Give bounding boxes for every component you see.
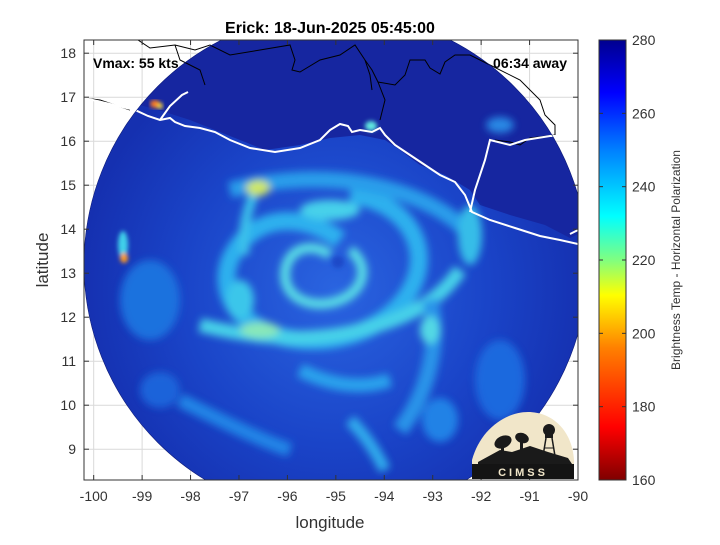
y-tick-label: 9 — [68, 441, 76, 457]
colorbar-tick-label: 220 — [632, 252, 656, 268]
colorbar-tick-label: 160 — [632, 472, 656, 488]
cimss-logo: CIMSS — [472, 412, 574, 479]
colorbar — [598, 39, 627, 481]
y-tick-label: 15 — [60, 177, 76, 193]
colorbar-tick-label: 200 — [632, 325, 656, 341]
colorbar-tick-label: 280 — [632, 32, 656, 48]
x-tick-label: -95 — [326, 488, 346, 504]
x-tick-label: -98 — [180, 488, 200, 504]
x-tick-label: -99 — [132, 488, 152, 504]
coastline — [84, 91, 578, 245]
y-tick-label: 16 — [60, 133, 76, 149]
vmax-label: Vmax: 55 kts — [93, 55, 179, 71]
colorbar-ticks: 160 180 200 220 240 260 280 — [599, 32, 656, 488]
y-tick-label: 11 — [61, 353, 76, 369]
y-tick-label: 18 — [60, 45, 76, 61]
y-tick-label: 12 — [60, 309, 76, 325]
cimss-logo-text: CIMSS — [498, 467, 548, 479]
y-axis-label: latitude — [33, 233, 52, 288]
axes-frame — [83, 39, 579, 481]
x-tick-label: -92 — [471, 488, 491, 504]
y-tick-label: 17 — [60, 89, 76, 105]
colorbar-tick-label: 180 — [632, 399, 656, 415]
x-tick-label: -97 — [229, 488, 249, 504]
colorbar-tick-label: 240 — [632, 179, 656, 195]
x-axis: -100 -99 -98 -97 -96 -95 -94 -93 -92 -91 -90 — [80, 40, 588, 504]
y-tick-label: 10 — [60, 397, 76, 413]
y-axis: 9 10 11 12 13 14 15 16 17 18 — [60, 45, 578, 457]
x-tick-label: -96 — [277, 488, 297, 504]
x-tick-label: -93 — [423, 488, 443, 504]
microwave-swath — [84, 40, 578, 480]
y-tick-label: 14 — [60, 221, 76, 237]
colorbar-label: Brightness Temp - Horizontal Polarizatio… — [669, 150, 683, 370]
x-tick-label: -100 — [80, 488, 108, 504]
away-label: 06:34 away — [493, 55, 567, 71]
colorbar-tick-label: 260 — [632, 105, 656, 121]
x-axis-label: longitude — [295, 513, 364, 532]
y-tick-label: 13 — [60, 265, 76, 281]
map-title: Erick: 18-Jun-2025 05:45:00 — [225, 20, 435, 37]
x-tick-label: -94 — [374, 488, 394, 504]
x-tick-label: -91 — [519, 488, 539, 504]
x-tick-label: -90 — [568, 488, 588, 504]
